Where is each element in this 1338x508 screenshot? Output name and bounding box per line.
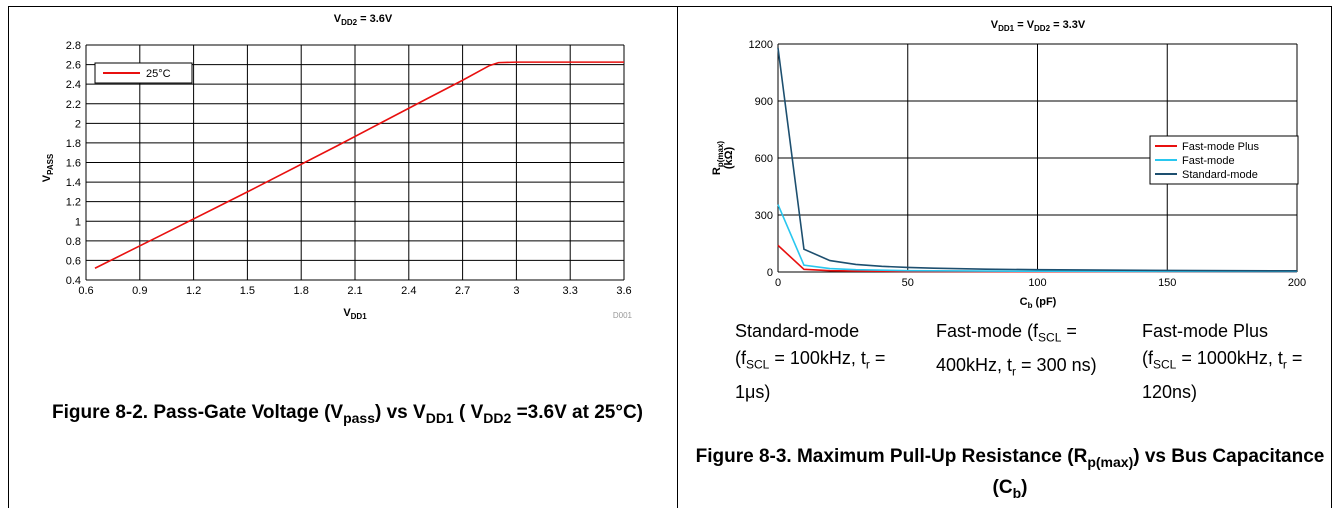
figure-8-2-caption: Figure 8-2. Pass-Gate Voltage (Vpass) vs…: [52, 402, 643, 426]
chart1-legend: 25°C: [94, 62, 193, 84]
chart2-ytick-1: 300: [755, 210, 773, 222]
svg-text:Rp(max): Rp(max): [711, 141, 725, 176]
figure-8-3-caption: Figure 8-3. Maximum Pull-Up Resistance (…: [695, 446, 1325, 501]
mode-fast-plus-open: (f: [1142, 348, 1153, 368]
chart1-series-0: [94, 61, 624, 269]
chart2-x-axis-label: Cb (pF): [1020, 296, 1057, 310]
chart1-ytick-11: 2.6: [66, 60, 81, 72]
chart1-ytick-2: 0.8: [66, 236, 81, 248]
chart2-title: VDD1 = VDD2 = 3.3V: [991, 19, 1086, 33]
chart2-ytick-3: 900: [755, 96, 773, 108]
chart1-watermark: D001: [613, 311, 633, 320]
chart2-xtick-2: 100: [1028, 277, 1046, 289]
chart1-xtick-5: 2.1: [347, 285, 362, 297]
chart1-xtick-9: 3.3: [563, 285, 578, 297]
chart1-xtick-2: 1.2: [186, 285, 201, 297]
chart2-ytick-0: 0: [767, 267, 773, 279]
chart2-legend-label-standard: Standard-mode: [1182, 169, 1258, 181]
chart1-title: VDD2 = 3.6V: [334, 13, 393, 27]
mode-fast-f-val: = 400kHz, t: [936, 321, 1077, 375]
mode-standard-t-val: = 1μs): [735, 348, 886, 402]
chart2-series-2: [777, 47, 1298, 272]
mode-fast-plus-f-val: = 1000kHz, t: [1176, 348, 1283, 368]
chart2-xtick-0: 0: [775, 277, 781, 289]
mode-standard-open: (f: [735, 348, 746, 368]
chart2-series: [777, 47, 1298, 273]
mode-fast: Fast-mode (fSCL = 400kHz, tr = 300 ns): [936, 318, 1121, 385]
chart2-y-ticks: 0 300 600 900 1200: [749, 39, 773, 279]
mode-fast-t-sub: r: [1012, 364, 1017, 379]
chart1-ytick-12: 2.8: [66, 40, 81, 52]
chart1-ytick-5: 1.4: [66, 177, 81, 189]
chart1-legend-label: 25°C: [146, 68, 171, 80]
right-figure-frame: [678, 6, 1332, 508]
chart2-legend-label-fast: Fast-mode: [1182, 155, 1235, 167]
chart1-ytick-9: 2.2: [66, 99, 81, 111]
svg-text:(kΩ): (kΩ): [723, 147, 735, 170]
chart2-legend-label-fast-plus: Fast-mode Plus: [1182, 141, 1260, 153]
mode-fast-t-val: = 300 ns): [1016, 354, 1097, 375]
chart2-series-1: [777, 204, 1298, 273]
chart1-xtick-1: 0.9: [132, 285, 147, 297]
mode-fast-plus: Fast-mode Plus (fSCL = 1000kHz, tr = 120…: [1142, 318, 1327, 406]
chart1-y-axis-label: VPASS: [41, 153, 55, 182]
chart2-ytick-2: 600: [755, 153, 773, 165]
mode-fast-plus-t-sub: r: [1282, 357, 1287, 372]
chart2-x-ticks: 0 50 100 150 200: [775, 277, 1306, 289]
chart2-ytick-4: 1200: [749, 39, 773, 51]
mode-fast-f-sub: SCL: [1038, 330, 1062, 345]
pass-gate-voltage-chart: VDD2 = 3.6V 0.40.60.811.21.41.61.822.22.…: [41, 13, 633, 321]
chart1-ytick-10: 2.4: [66, 79, 81, 91]
chart1-series: [94, 61, 624, 269]
chart2-y-axis-label: Rp(max) (kΩ): [711, 141, 735, 176]
chart1-xtick-7: 2.7: [455, 285, 470, 297]
chart1-xtick-8: 3: [513, 285, 519, 297]
mode-standard-f-val: = 100kHz, t: [769, 348, 866, 368]
chart1-ytick-1: 0.6: [66, 255, 81, 267]
mode-fast-name: Fast-mode (f: [936, 321, 1039, 341]
mode-fast-plus-t-val: = 120ns): [1142, 348, 1303, 402]
chart1-x-ticks: 0.6 0.9 1.2 1.5 1.8 2.1 2.4 2.7 3 3.3 3.6: [78, 285, 631, 297]
mode-standard: Standard-mode (fSCL = 100kHz, tr = 1μs): [735, 318, 920, 406]
mode-standard-name: Standard-mode: [735, 321, 860, 341]
left-figure-frame: [8, 6, 678, 508]
mode-fast-plus-f-sub: SCL: [1153, 357, 1177, 372]
chart1-xtick-6: 2.4: [401, 285, 416, 297]
chart1-xtick-3: 1.5: [240, 285, 255, 297]
chart1-grid: [85, 44, 625, 281]
pull-up-resistance-chart: VDD1 = VDD2 = 3.3V 0 300 600 900 1200 0 50 100…: [711, 19, 1306, 310]
chart1-xtick-10: 3.6: [616, 285, 631, 297]
chart1-xtick-4: 1.8: [294, 285, 309, 297]
chart1-ytick-7: 1.8: [66, 138, 81, 150]
chart1-ytick-4: 1.2: [66, 197, 81, 209]
chart2-xtick-3: 150: [1158, 277, 1176, 289]
chart1-ytick-6: 1.6: [66, 158, 81, 170]
mode-standard-f-sub: SCL: [746, 357, 770, 372]
chart2-legend: Fast-mode Plus Fast-mode Standard-mode: [1149, 135, 1299, 185]
chart1-x-axis-label: VDD1: [343, 307, 367, 321]
chart2-xtick-1: 50: [902, 277, 914, 289]
chart1-xtick-0: 0.6: [78, 285, 93, 297]
mode-standard-t-sub: r: [865, 357, 870, 372]
chart1-ytick-0: 0.4: [66, 275, 81, 287]
chart1-y-ticks: 0.4 0.6 0.8 1 1.2 1.4 1.6 1.8 2 2.2 2.4 2.6 2.8: [66, 40, 81, 287]
chart1-ytick-8: 2: [75, 118, 81, 130]
chart1-ytick-3: 1: [75, 216, 81, 228]
chart2-xtick-4: 200: [1288, 277, 1306, 289]
mode-fast-plus-name: Fast-mode Plus: [1142, 321, 1269, 341]
